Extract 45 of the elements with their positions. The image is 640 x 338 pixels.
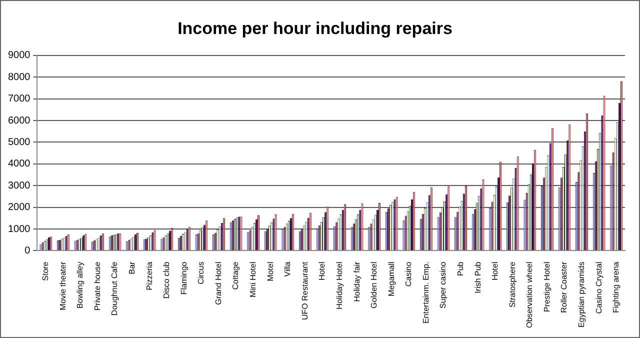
x-tick-label: Hotel [318, 262, 327, 280]
x-tick-label: Mini Hotel [248, 262, 258, 298]
x-tick-label: Holiday Hotel [334, 262, 344, 310]
x-tick-label: Bowling alley [76, 262, 85, 308]
x-tick-label: Movie theater [58, 261, 68, 310]
x-tick-label: Private house [92, 261, 102, 311]
y-tick-label: 0 [24, 245, 31, 256]
x-tick-label: Super casino [438, 261, 448, 308]
y-tick-label: 7000 [8, 94, 31, 105]
x-tick-label: Flamingo [179, 261, 188, 295]
x-tick-label: Circus [196, 262, 206, 284]
x-tick-label: Hotel [490, 262, 500, 280]
x-tick-label: Stratosphere [508, 261, 517, 308]
y-tick-label: 8000 [8, 72, 31, 83]
x-tick-label: Megamall [386, 262, 396, 296]
x-tick-label: Cottage [231, 261, 240, 290]
y-tick-label: 9000 [8, 50, 31, 62]
x-tick-label: Villa [283, 261, 292, 277]
x-tick-label: Prestige Hotel [542, 262, 552, 312]
x-tick-label: Observation wheel [525, 262, 534, 328]
x-tick-label: Store [41, 261, 50, 281]
y-tick-label: 4000 [8, 158, 31, 170]
x-tick-label: Disco club [162, 261, 172, 299]
x-tick-label: Motel [266, 262, 275, 282]
x-tick-label: Golden Hotel [370, 262, 379, 308]
y-tick-label: 3000 [8, 180, 31, 192]
x-tick-label: Casino [404, 261, 414, 287]
x-tick-label: Bar [128, 261, 137, 274]
y-tick-label: 6000 [8, 115, 31, 126]
x-tick-label: Casino Crystal [594, 262, 604, 314]
x-tick-label: Grand Hotel [214, 262, 223, 305]
x-tick-label: Irish Pub [473, 261, 482, 294]
x-tick-label: Pizzeria [144, 261, 154, 290]
chart-title: Income per hour including repairs [178, 18, 452, 38]
y-tick-label: 5000 [8, 136, 31, 148]
y-tick-label: 1000 [8, 224, 31, 235]
x-tick-label: UFO Restaurant [300, 260, 310, 320]
x-tick-label: Fighting arena [612, 261, 621, 313]
y-tick-label: 2000 [8, 202, 31, 214]
x-tick-label: Egyptian pyramids [576, 262, 586, 328]
x-tick-label: Doughnut Cafe [110, 261, 120, 316]
x-tick-label: Pub [456, 261, 465, 276]
x-tick-label: Entertainm. Emp. [421, 262, 430, 324]
x-tick-label: Holiday fair [352, 261, 362, 302]
x-tick-label: Roller Coaster [560, 261, 569, 313]
